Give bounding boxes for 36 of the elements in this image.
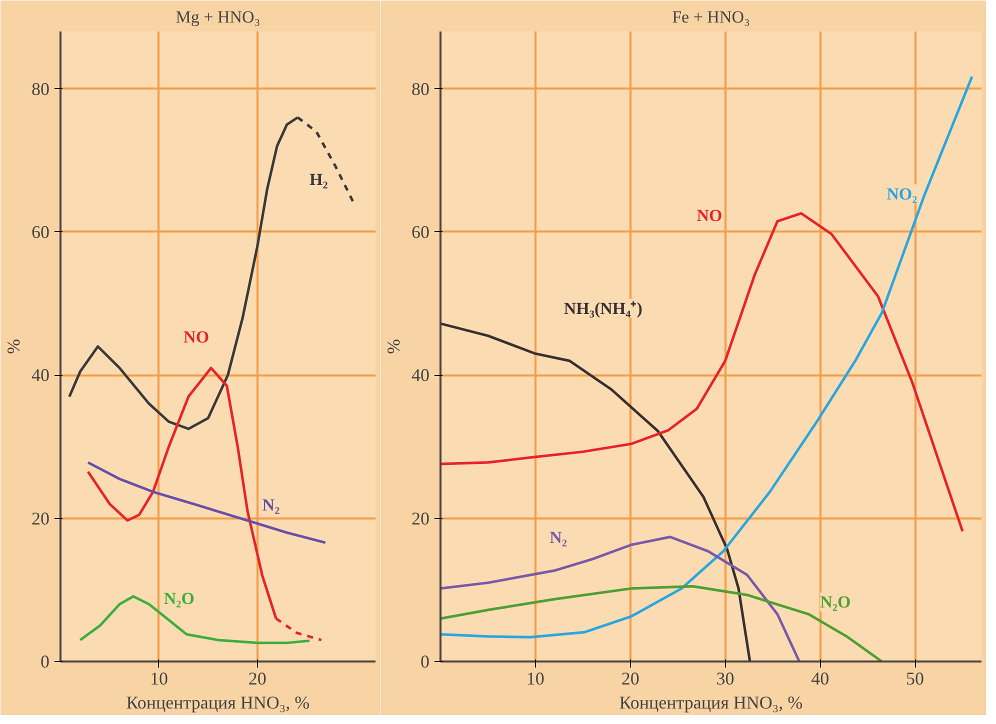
chart-title: Fe + HNO₃ <box>672 8 750 26</box>
x-tick-label: 50 <box>906 668 924 688</box>
series-label: N₂ <box>262 496 280 515</box>
chart-title: Mg + HNO₃ <box>176 8 260 26</box>
text: NH₃(NH₄⁺) <box>564 298 642 318</box>
series-label: NO₂ <box>886 184 918 204</box>
x-tick-label: 30 <box>716 668 734 688</box>
line-series <box>440 322 752 662</box>
x-axis-title: Концентрация HNO₃, % <box>126 692 310 712</box>
series-label: NO <box>184 328 210 346</box>
y-tick-label: 80 <box>32 78 50 99</box>
y-tick-label: 40 <box>412 365 430 386</box>
x-tick-label: 20 <box>621 668 640 688</box>
line-series <box>440 585 884 662</box>
series-label: N₂O <box>164 588 194 608</box>
line-series <box>86 461 327 544</box>
series-label: N₂O <box>820 592 851 612</box>
y-tick-label: 40 <box>32 365 50 386</box>
x-tick-label: 20 <box>248 668 266 688</box>
y-axis-title: % <box>384 338 404 354</box>
text: NO <box>696 206 722 225</box>
x-tick-label: 40 <box>811 668 830 688</box>
line-series <box>440 75 974 638</box>
y-tick-label: 60 <box>32 222 50 242</box>
y-tick-label: 80 <box>412 78 430 99</box>
series-label: N₂ <box>550 528 568 547</box>
x-axis-title: Концентрация HNO₃, % <box>619 692 803 712</box>
x-tick-label: 10 <box>526 668 544 688</box>
y-tick-label: 0 <box>40 652 50 672</box>
x-tick-label: 10 <box>150 668 168 688</box>
y-axis-title: % <box>4 338 24 354</box>
y-tick-label: 20 <box>32 508 50 528</box>
y-tick-label: 20 <box>412 508 430 528</box>
text: H₂ <box>310 170 328 189</box>
y-tick-label: 0 <box>420 652 430 672</box>
y-tick-label: 60 <box>412 222 430 242</box>
